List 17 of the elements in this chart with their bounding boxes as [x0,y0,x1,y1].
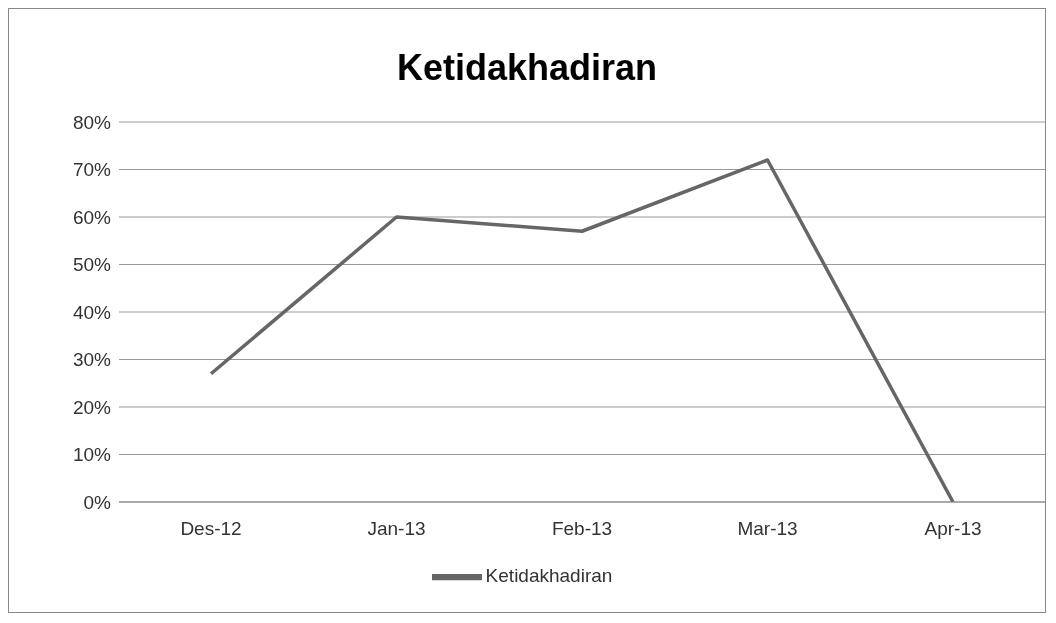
y-tick-label: 80% [72,111,112,133]
line-series [209,158,955,502]
y-tick-label: 50% [72,254,112,276]
x-tick-label: Apr-13 [924,518,982,540]
y-tick-label: 20% [72,396,112,418]
y-tick-label: 40% [72,301,112,323]
x-tick-label: Jan-13 [367,518,426,540]
y-tick-label: 0% [83,491,112,513]
x-tick-label: Mar-13 [737,518,798,540]
y-tick-label: 10% [72,444,112,466]
y-tick-label: 30% [72,349,112,371]
legend-label: Ketidakhadiran [485,565,613,587]
x-tick-label: Des-12 [180,518,242,540]
x-tick-label: Feb-13 [551,518,613,540]
y-tick-label: 60% [72,206,112,228]
y-tick-label: 70% [72,159,112,181]
chart-title: Ketidakhadiran [395,47,659,90]
